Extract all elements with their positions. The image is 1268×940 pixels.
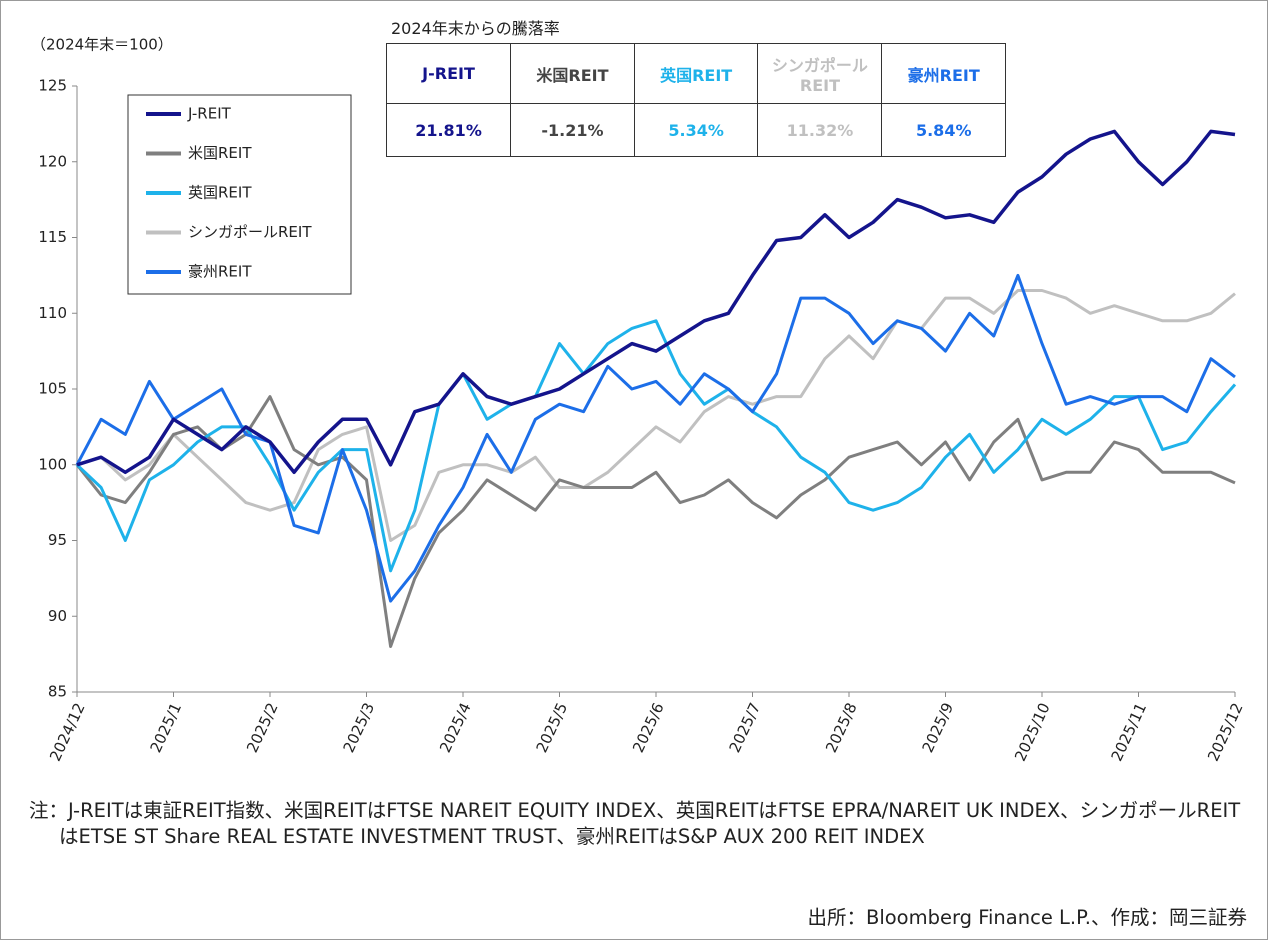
x-tick-label: 2025/7 (726, 700, 765, 755)
legend-label: J-REIT (187, 105, 232, 123)
return-table: J-REIT 米国REIT 英国REIT シンガポールREIT 豪州REIT 21.81… (385, 43, 1006, 157)
y-axis-label: （2024年末＝100） (31, 36, 173, 54)
x-tick-label: 2025/6 (629, 700, 668, 755)
x-tick-label: 2025/3 (340, 700, 379, 755)
table-header: 米国REIT (510, 43, 635, 104)
series-line (76, 289, 1236, 542)
series-line (75, 395, 1236, 648)
x-tick-label: 2025/10 (1011, 700, 1054, 764)
y-tick-label: 115 (38, 228, 67, 246)
y-tick-label: 110 (38, 304, 67, 322)
x-tick-label: 2025/2 (243, 700, 282, 755)
series-line (76, 129, 1236, 475)
legend-label: シンガポールREIT (188, 223, 312, 241)
footnote: 注：J-REITは東証REIT指数、米国REITはFTSE NAREIT EQU… (29, 799, 1241, 848)
y-tick-label: 95 (48, 531, 67, 549)
source: 出所：Bloomberg Finance L.P.、作成：岡三証券 (807, 906, 1247, 929)
x-tick-label: 2025/9 (919, 700, 958, 755)
table-header: J-REIT (385, 43, 512, 104)
x-tick-label: 2025/4 (436, 700, 475, 755)
y-tick-label: 125 (38, 77, 67, 95)
series-line (75, 319, 1237, 573)
x-tick-label: 2025/8 (822, 700, 861, 755)
table-header: 英国REIT (633, 43, 759, 104)
table-value: 5.34% (633, 103, 759, 157)
table-header: シンガポールREIT (757, 43, 883, 104)
x-tick-label: 2024/12 (46, 700, 89, 764)
legend-label: 英国REIT (188, 184, 252, 202)
table-header-row: J-REIT 米国REIT 英国REIT シンガポールREIT 豪州REIT (385, 43, 1006, 104)
table-value: 21.81% (385, 103, 512, 157)
table-value: 5.84% (881, 103, 1006, 157)
y-tick-label: 100 (38, 455, 67, 473)
x-tick-label: 2025/5 (533, 700, 572, 755)
table-value: 11.32% (757, 103, 883, 157)
table-header: 豪州REIT (881, 43, 1006, 104)
x-tick-label: 2025/11 (1108, 700, 1151, 764)
y-tick-label: 120 (38, 152, 67, 170)
x-tick-label: 2025/12 (1204, 700, 1247, 764)
table-title: 2024年末からの騰落率 (391, 19, 560, 38)
x-tick-label: 2025/1 (147, 700, 186, 755)
legend-label: 米国REIT (188, 144, 252, 162)
y-tick-label: 90 (48, 607, 67, 625)
y-tick-label: 85 (48, 683, 67, 701)
table-value: -1.21% (510, 103, 635, 157)
legend-label: 豪州REIT (188, 263, 252, 281)
y-tick-label: 105 (38, 380, 67, 398)
table-value-row: 21.81% -1.21% 5.34% 11.32% 5.84% (385, 103, 1006, 157)
